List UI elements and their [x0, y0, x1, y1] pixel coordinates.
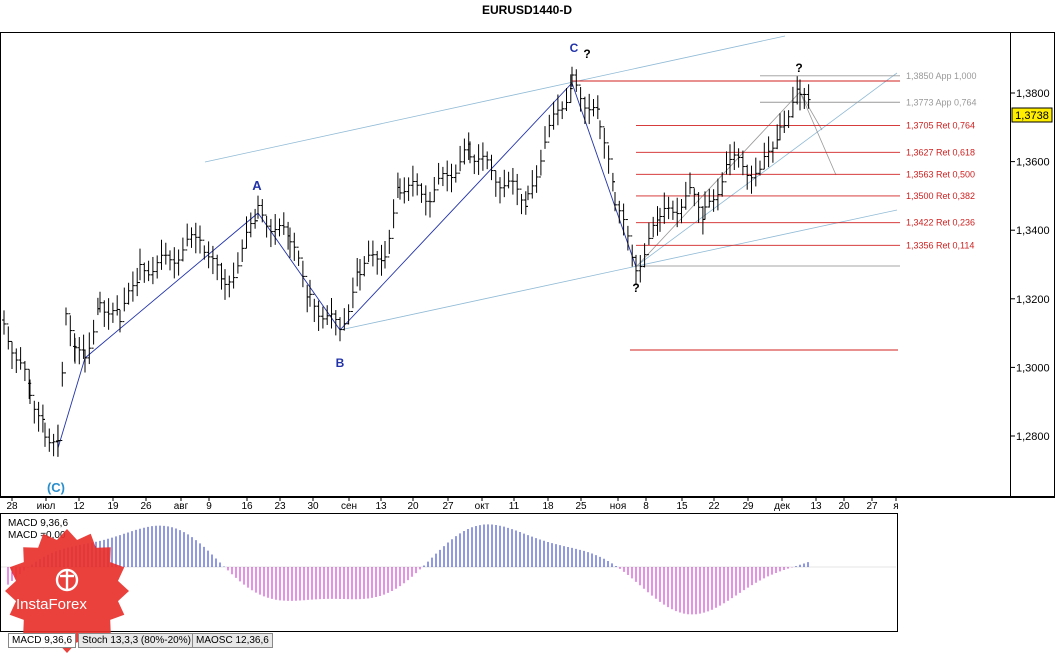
- channel-line: [634, 72, 898, 268]
- x-tick-label: 26: [140, 501, 152, 512]
- wave-line: [339, 82, 573, 331]
- main-plot-frame: [0, 32, 1055, 497]
- x-tick-label: июл: [37, 501, 56, 512]
- instaforex-logo: [5, 529, 129, 653]
- channel-line: [339, 209, 898, 331]
- fib-level-label: 1,3563 Ret 0,500: [906, 169, 975, 179]
- wave-label: A: [252, 178, 262, 193]
- fib-level-label: 1,3627 Ret 0,618: [906, 147, 975, 157]
- wave-label: C: [570, 41, 579, 55]
- x-tick-label: дек: [774, 501, 790, 512]
- x-tick-label: 25: [575, 501, 587, 512]
- x-tick-label: 13: [810, 501, 822, 512]
- projection-line: [799, 91, 823, 131]
- x-tick-label: сен: [341, 501, 357, 512]
- macd-signal-label: MACD =0,00: [8, 530, 66, 541]
- y-tick-label: 1,3800: [1016, 88, 1050, 100]
- x-tick-label: ноя: [610, 501, 627, 512]
- wave-label: ?: [795, 61, 802, 75]
- x-tick-label: 27: [866, 501, 878, 512]
- indicator-frame: [0, 513, 898, 632]
- tab-stoch[interactable]: Stoch 13,3,3 (80%-20%): [78, 633, 195, 648]
- channel-line: [204, 35, 786, 163]
- x-tick-label: 30: [307, 501, 319, 512]
- y-tick-label: 1,3400: [1016, 225, 1050, 237]
- x-tick-label: 11: [509, 501, 520, 512]
- x-tick-label: 12: [73, 501, 85, 512]
- fib-level-label: 1,3705 Ret 0,764: [906, 121, 975, 131]
- x-tick-label: 18: [542, 501, 554, 512]
- wave-line: [84, 212, 259, 359]
- logo-text: InstaForex: [16, 596, 87, 613]
- x-tick-label: авг: [174, 501, 189, 512]
- wave-line: [257, 212, 341, 331]
- projection-line: [799, 91, 837, 176]
- x-tick-label: 20: [838, 501, 850, 512]
- x-tick-label: я: [893, 501, 898, 512]
- last-price-label: 1,3738: [1015, 110, 1049, 122]
- x-tick-label: 15: [676, 501, 688, 512]
- wave-line: [571, 82, 637, 268]
- x-tick-label: 22: [708, 501, 720, 512]
- wave-label: ?: [583, 47, 590, 61]
- fib-level-label: 1,3773 App 0,764: [906, 97, 977, 107]
- last-price-box: [1011, 107, 1053, 123]
- wave-label: ?: [632, 281, 639, 295]
- fib-level-label: 1,3356 Ret 0,114: [906, 240, 974, 250]
- y-tick-label: 1,3200: [1016, 294, 1050, 306]
- x-tick-label: 13: [375, 501, 387, 512]
- x-tick-label: 20: [407, 501, 419, 512]
- x-tick-label: 19: [107, 501, 119, 512]
- fib-level-label: 1,3500 Ret 0,382: [906, 191, 975, 201]
- x-tick-label: окт: [475, 501, 490, 512]
- x-tick-label: 8: [643, 501, 649, 512]
- x-tick-label: 23: [274, 501, 286, 512]
- x-tick-label: 29: [742, 501, 754, 512]
- fib-level-label: 1,3422 Ret 0,236: [906, 218, 975, 228]
- tab-maosc[interactable]: MAOSC 12,36,6: [192, 633, 273, 648]
- fib-level-label: 1,3850 App 1,000: [906, 71, 977, 81]
- x-tick-label: 16: [241, 501, 253, 512]
- chart-title: EURUSD1440-D: [482, 3, 572, 17]
- wave-label: (C): [47, 480, 65, 495]
- wave-line: [57, 357, 86, 449]
- y-tick-label: 1,3000: [1016, 362, 1050, 374]
- y-tick-label: 1,3600: [1016, 157, 1050, 169]
- wave-label: B: [336, 356, 345, 370]
- tab-macd[interactable]: MACD 9,36,6: [8, 633, 77, 648]
- macd-label: MACD 9,36,6: [8, 518, 68, 529]
- x-tick-label: 28: [6, 501, 18, 512]
- x-tick-label: 27: [442, 501, 454, 512]
- y-tick-label: 1,2800: [1016, 431, 1050, 443]
- x-tick-label: 9: [206, 501, 212, 512]
